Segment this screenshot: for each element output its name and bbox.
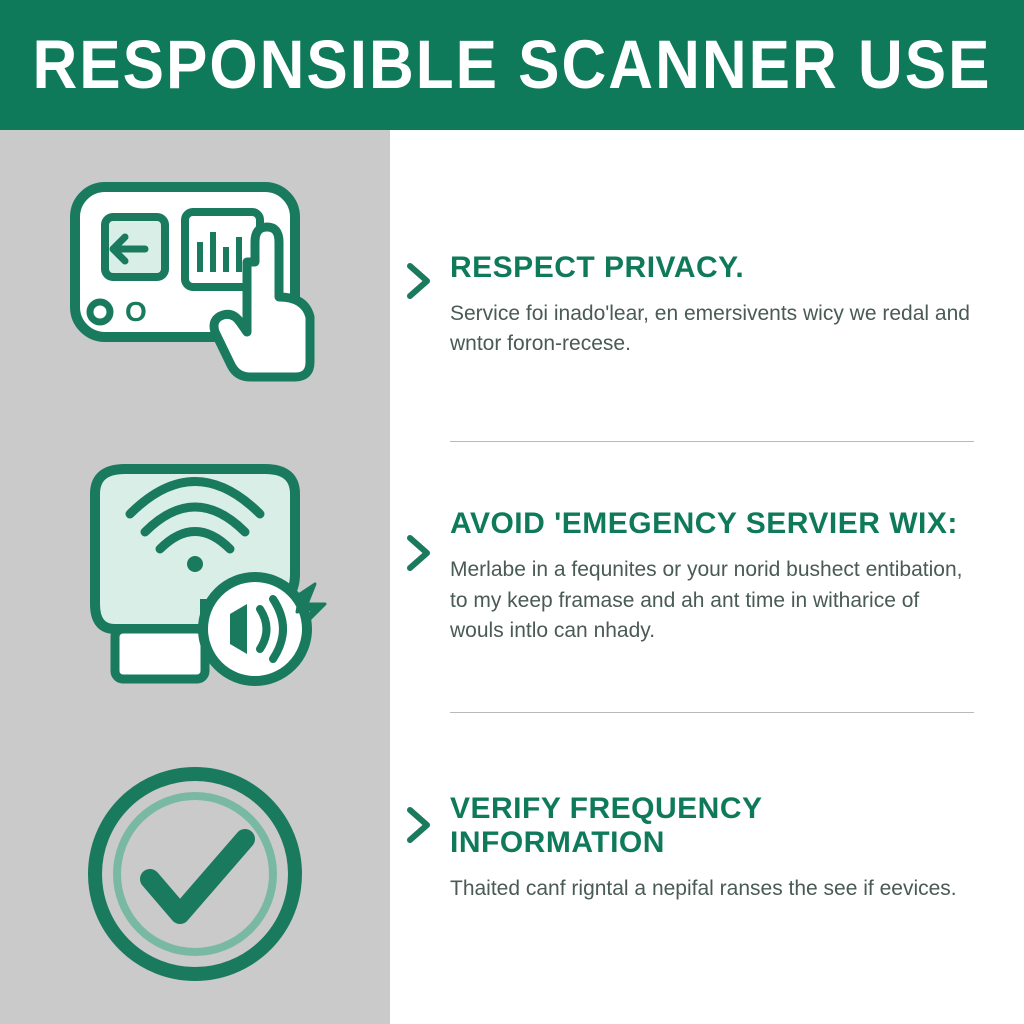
- item-heading-0: RESPECT PRIVACY.: [450, 251, 974, 285]
- scanner-touch-icon: O: [55, 167, 335, 387]
- page-title: RESPONSIBLE SCANNER USE: [33, 26, 992, 104]
- item-0: RESPECT PRIVACY. Service foi inado'lear,…: [410, 170, 974, 441]
- item-1: AVOID 'EMEGENCY SERVIER WIX: Merlabe in …: [410, 442, 974, 713]
- item-2: VERIFY FREQUENCY INFORMATION Thaited can…: [410, 713, 974, 984]
- content-area: O: [0, 130, 1024, 1024]
- item-body-2: Thaited canf rigntal a nepifal ranses th…: [450, 874, 974, 904]
- item-heading-2: VERIFY FREQUENCY INFORMATION: [450, 792, 974, 860]
- icon-cell-0: O: [0, 130, 390, 424]
- svg-text:O: O: [125, 296, 147, 327]
- checkmark-circle-icon: [75, 754, 315, 994]
- item-heading-1: AVOID 'EMEGENCY SERVIER WIX:: [450, 507, 974, 541]
- wireless-sound-icon: [55, 454, 335, 694]
- icon-cell-2: [0, 724, 390, 1024]
- text-column: RESPECT PRIVACY. Service foi inado'lear,…: [390, 130, 1024, 1024]
- item-body-1: Merlabe in a fequnites or your norid bus…: [450, 555, 974, 646]
- chevron-right-icon: [405, 533, 435, 573]
- icon-column: O: [0, 130, 390, 1024]
- item-body-0: Service foi inado'lear, en emersivents w…: [450, 299, 974, 360]
- icon-cell-1: [0, 424, 390, 724]
- header-banner: RESPONSIBLE SCANNER USE: [0, 0, 1024, 130]
- chevron-right-icon: [405, 805, 435, 845]
- chevron-right-icon: [405, 261, 435, 301]
